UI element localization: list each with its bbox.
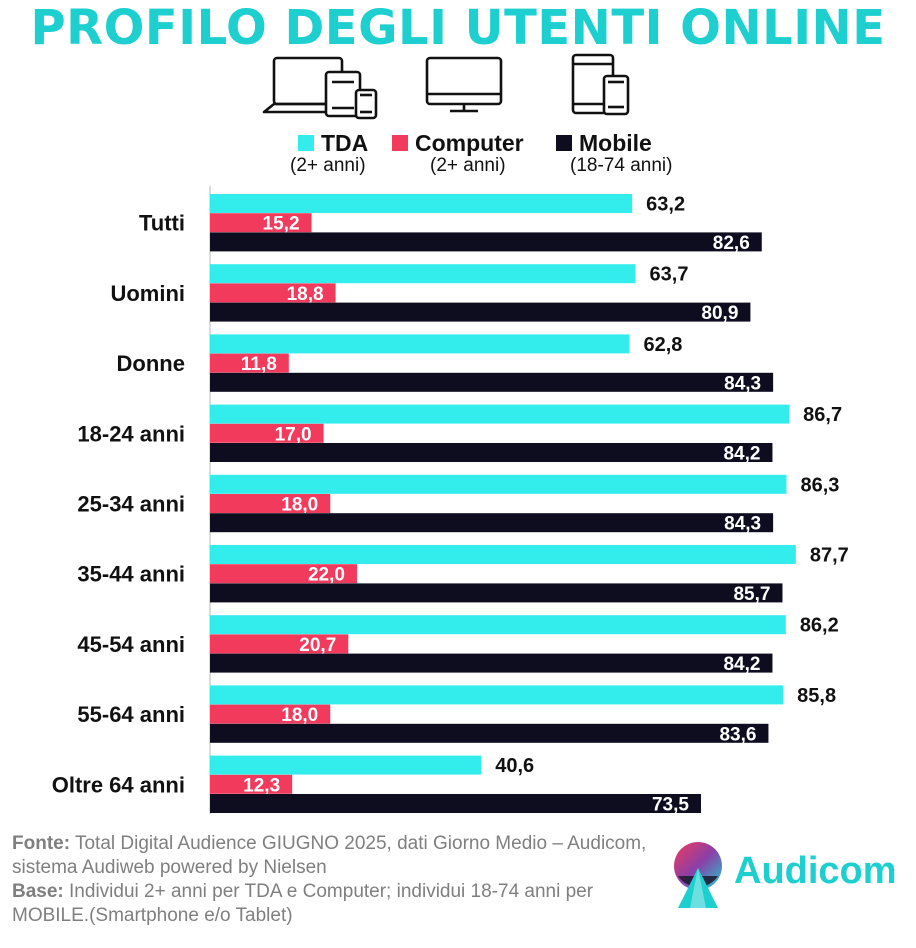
- data-label-mobile: 80,9: [701, 303, 738, 324]
- category-label: 25-34 anni: [77, 492, 185, 517]
- data-label-mobile: 84,3: [724, 514, 761, 535]
- page-title: PROFILO DEGLI UTENTI ONLINE: [30, 0, 886, 56]
- data-label-tda: 63,2: [646, 194, 685, 216]
- legend-label: TDA: [321, 130, 369, 156]
- data-label-tda: 86,2: [800, 615, 839, 637]
- bar-tda: [210, 264, 636, 284]
- data-label-mobile: 84,3: [724, 373, 761, 394]
- bar-tda: [210, 615, 786, 635]
- bar-mobile: [210, 794, 701, 813]
- base-note: Base: Individui 2+ anni per TDA e Comput…: [12, 880, 672, 928]
- legend-sub: (2+ anni): [290, 155, 366, 176]
- data-label-computer: 18,0: [281, 705, 318, 726]
- bar-tda: [210, 545, 796, 564]
- bar-computer: [210, 423, 324, 443]
- bar-tda: [210, 685, 784, 705]
- category-label: Uomini: [110, 281, 185, 306]
- base-text: Individui 2+ anni per TDA e Computer; in…: [12, 881, 594, 926]
- bar-tda: [210, 404, 790, 424]
- category-label: Tutti: [139, 211, 185, 236]
- source-text: Total Digital Audience GIUGNO 2025, dati…: [12, 833, 647, 878]
- data-label-computer: 15,2: [263, 214, 300, 235]
- category-label: 35-44 anni: [77, 562, 185, 587]
- footer-note: Fonte: Total Digital Audience GIUGNO 202…: [12, 832, 672, 928]
- audicom-logo-text: Audicom: [734, 850, 897, 892]
- data-label-tda: 87,7: [810, 545, 849, 567]
- category-label: 18-24 anni: [77, 421, 185, 446]
- data-label-tda: 40,6: [495, 755, 534, 777]
- legend-label: Mobile: [579, 130, 652, 156]
- bar-tda: [210, 334, 630, 354]
- tablet-phone-icon: [571, 53, 630, 116]
- legend-label: Computer: [415, 130, 524, 156]
- data-label-computer: 11,8: [241, 354, 277, 375]
- data-label-tda: 63,7: [650, 264, 689, 286]
- bar-mobile: [210, 513, 774, 533]
- data-label-mobile: 85,7: [733, 584, 770, 605]
- bar-computer: [210, 564, 357, 584]
- bar-computer: [210, 283, 336, 303]
- monitor-icon: [425, 56, 503, 113]
- bar-tda: [210, 194, 633, 213]
- bar-tda: [210, 755, 482, 775]
- bar-computer: [210, 494, 331, 513]
- audicom-logo: Audicom: [668, 838, 908, 910]
- bar-computer: [210, 213, 312, 233]
- category-label: 45-54 anni: [77, 632, 185, 657]
- data-label-tda: 86,3: [800, 474, 839, 496]
- base-label: Base:: [12, 881, 64, 902]
- laptop-tablet-phone-icon: [262, 56, 378, 120]
- legend-swatch-tda: [298, 135, 314, 151]
- data-label-computer: 22,0: [308, 565, 345, 586]
- data-label-tda: 85,8: [797, 685, 836, 707]
- legend-item-mobile: Mobile (18-74 anni): [556, 131, 672, 177]
- bar-mobile: [210, 232, 762, 252]
- data-label-tda: 62,8: [644, 334, 683, 356]
- category-label: Donne: [117, 351, 185, 376]
- source-label: Fonte:: [12, 833, 71, 854]
- data-label-computer: 17,0: [275, 424, 312, 445]
- bar-mobile: [210, 723, 769, 743]
- source-note: Fonte: Total Digital Audience GIUGNO 202…: [12, 832, 672, 880]
- bar-computer: [210, 704, 331, 724]
- legend-swatch-mobile: [556, 135, 572, 151]
- data-label-computer: 12,3: [243, 775, 280, 796]
- legend-swatch-computer: [392, 135, 408, 151]
- category-label: 55-64 anni: [77, 702, 185, 727]
- bar-computer: [210, 774, 293, 794]
- legend-item-tda: TDA (2+ anni): [290, 130, 369, 177]
- category-label: Oltre 64 anni: [52, 772, 185, 797]
- data-label-tda: 86,7: [803, 404, 842, 426]
- bar-mobile: [210, 443, 773, 462]
- audicom-logo-mark-icon: [674, 842, 722, 908]
- bar-mobile: [210, 583, 783, 603]
- legend-item-computer: Computer (2+ anni): [392, 131, 524, 177]
- bar-mobile: [210, 372, 774, 392]
- bar-chart: Tutti 63,2 15,2 82,6 Uomini 63,7 18,8 80,9 Donne…: [52, 186, 849, 816]
- bar-mobile: [210, 653, 773, 673]
- data-label-mobile: 84,2: [723, 654, 760, 675]
- bar-tda: [210, 474, 787, 494]
- bar-computer: [210, 634, 349, 654]
- data-label-mobile: 83,6: [719, 724, 756, 745]
- data-label-mobile: 82,6: [713, 233, 750, 254]
- data-label-mobile: 84,2: [723, 444, 760, 465]
- data-label-computer: 20,7: [299, 635, 336, 656]
- bar-computer: [210, 353, 289, 373]
- bar-mobile: [210, 302, 751, 322]
- data-label-computer: 18,8: [287, 284, 324, 305]
- legend-sub: (2+ anni): [430, 155, 506, 176]
- data-label-computer: 18,0: [281, 495, 318, 516]
- legend-sub: (18-74 anni): [570, 155, 673, 176]
- data-label-mobile: 73,5: [652, 795, 689, 816]
